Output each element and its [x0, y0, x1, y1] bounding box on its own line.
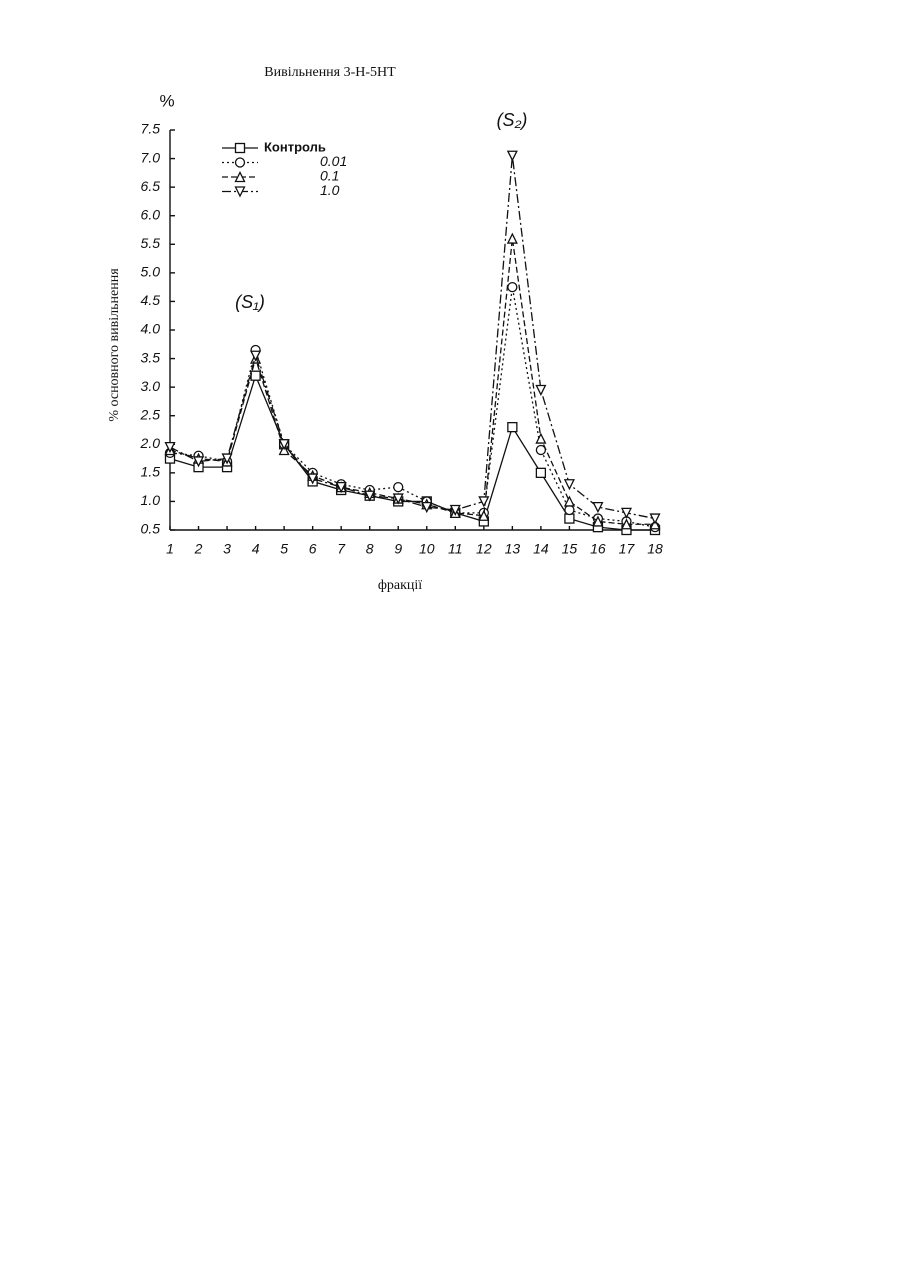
- x-tick-label: 5: [280, 541, 288, 557]
- data-point: [565, 497, 574, 506]
- series-line: [170, 239, 655, 525]
- y-tick-label: 3.5: [141, 349, 161, 365]
- data-point: [479, 497, 488, 506]
- data-point: [508, 151, 517, 160]
- y-tick-label: 7.0: [141, 149, 161, 165]
- legend-label: 1.0: [320, 182, 340, 198]
- x-tick-label: 12: [476, 541, 492, 557]
- series-line: [170, 376, 655, 530]
- series-line: [170, 156, 655, 519]
- x-tick-label: 18: [647, 541, 663, 557]
- y-tick-label: 0.5: [141, 521, 161, 537]
- x-tick-label: 6: [309, 541, 317, 557]
- y-tick-label: 4.5: [141, 292, 161, 308]
- y-tick-label: 1.0: [141, 492, 161, 508]
- data-point: [565, 514, 574, 523]
- x-tick-label: 11: [448, 541, 463, 557]
- data-point: [565, 506, 574, 515]
- data-point: [508, 423, 517, 432]
- x-tick-label: 16: [590, 541, 606, 557]
- legend-marker: [236, 158, 245, 167]
- chart-title: Вивільнення 3-Н-5НТ: [264, 65, 396, 80]
- page: Вивільнення 3-Н-5НТ % % основного вивіль…: [0, 0, 900, 1273]
- series-line: [170, 287, 655, 527]
- y-tick-label: 6.0: [141, 206, 161, 222]
- annotation: (S₂): [497, 110, 528, 130]
- data-point: [251, 351, 260, 360]
- data-point: [536, 468, 545, 477]
- x-tick-label: 13: [505, 541, 521, 557]
- data-point: [508, 283, 517, 292]
- y-tick-label: 1.5: [141, 464, 161, 480]
- x-tick-label: 9: [394, 541, 402, 557]
- x-tick-label: 10: [419, 541, 435, 557]
- y-tick-label: 2.0: [140, 435, 161, 451]
- x-tick-label: 3: [223, 541, 231, 557]
- x-tick-label: 7: [337, 541, 346, 557]
- y-tick-label: 5.5: [141, 235, 161, 251]
- x-tick-label: 8: [366, 541, 374, 557]
- y-tick-label: 3.0: [141, 378, 161, 394]
- x-tick-label: 15: [562, 541, 578, 557]
- legend-label: Контроль: [264, 139, 326, 154]
- data-point: [565, 480, 574, 489]
- y-tick-label: 2.5: [140, 406, 161, 422]
- y-unit: %: [159, 91, 174, 110]
- legend-marker: [236, 144, 245, 153]
- data-point: [536, 386, 545, 395]
- x-axis-label: фракції: [378, 578, 422, 593]
- y-tick-label: 5.0: [141, 264, 161, 280]
- y-tick-label: 7.5: [141, 121, 161, 137]
- y-tick-label: 6.5: [141, 178, 161, 194]
- x-tick-label: 4: [252, 541, 260, 557]
- y-axis-label: % основного вивільнення: [107, 268, 122, 422]
- data-point: [394, 483, 403, 492]
- x-tick-label: 14: [533, 541, 549, 557]
- y-tick-label: 4.0: [141, 321, 161, 337]
- data-point: [508, 234, 517, 243]
- annotation: (S₁): [235, 292, 265, 312]
- x-tick-label: 2: [194, 541, 203, 557]
- data-point: [251, 371, 260, 380]
- data-point: [536, 434, 545, 443]
- x-tick-label: 1: [166, 541, 174, 557]
- x-tick-label: 17: [619, 541, 636, 557]
